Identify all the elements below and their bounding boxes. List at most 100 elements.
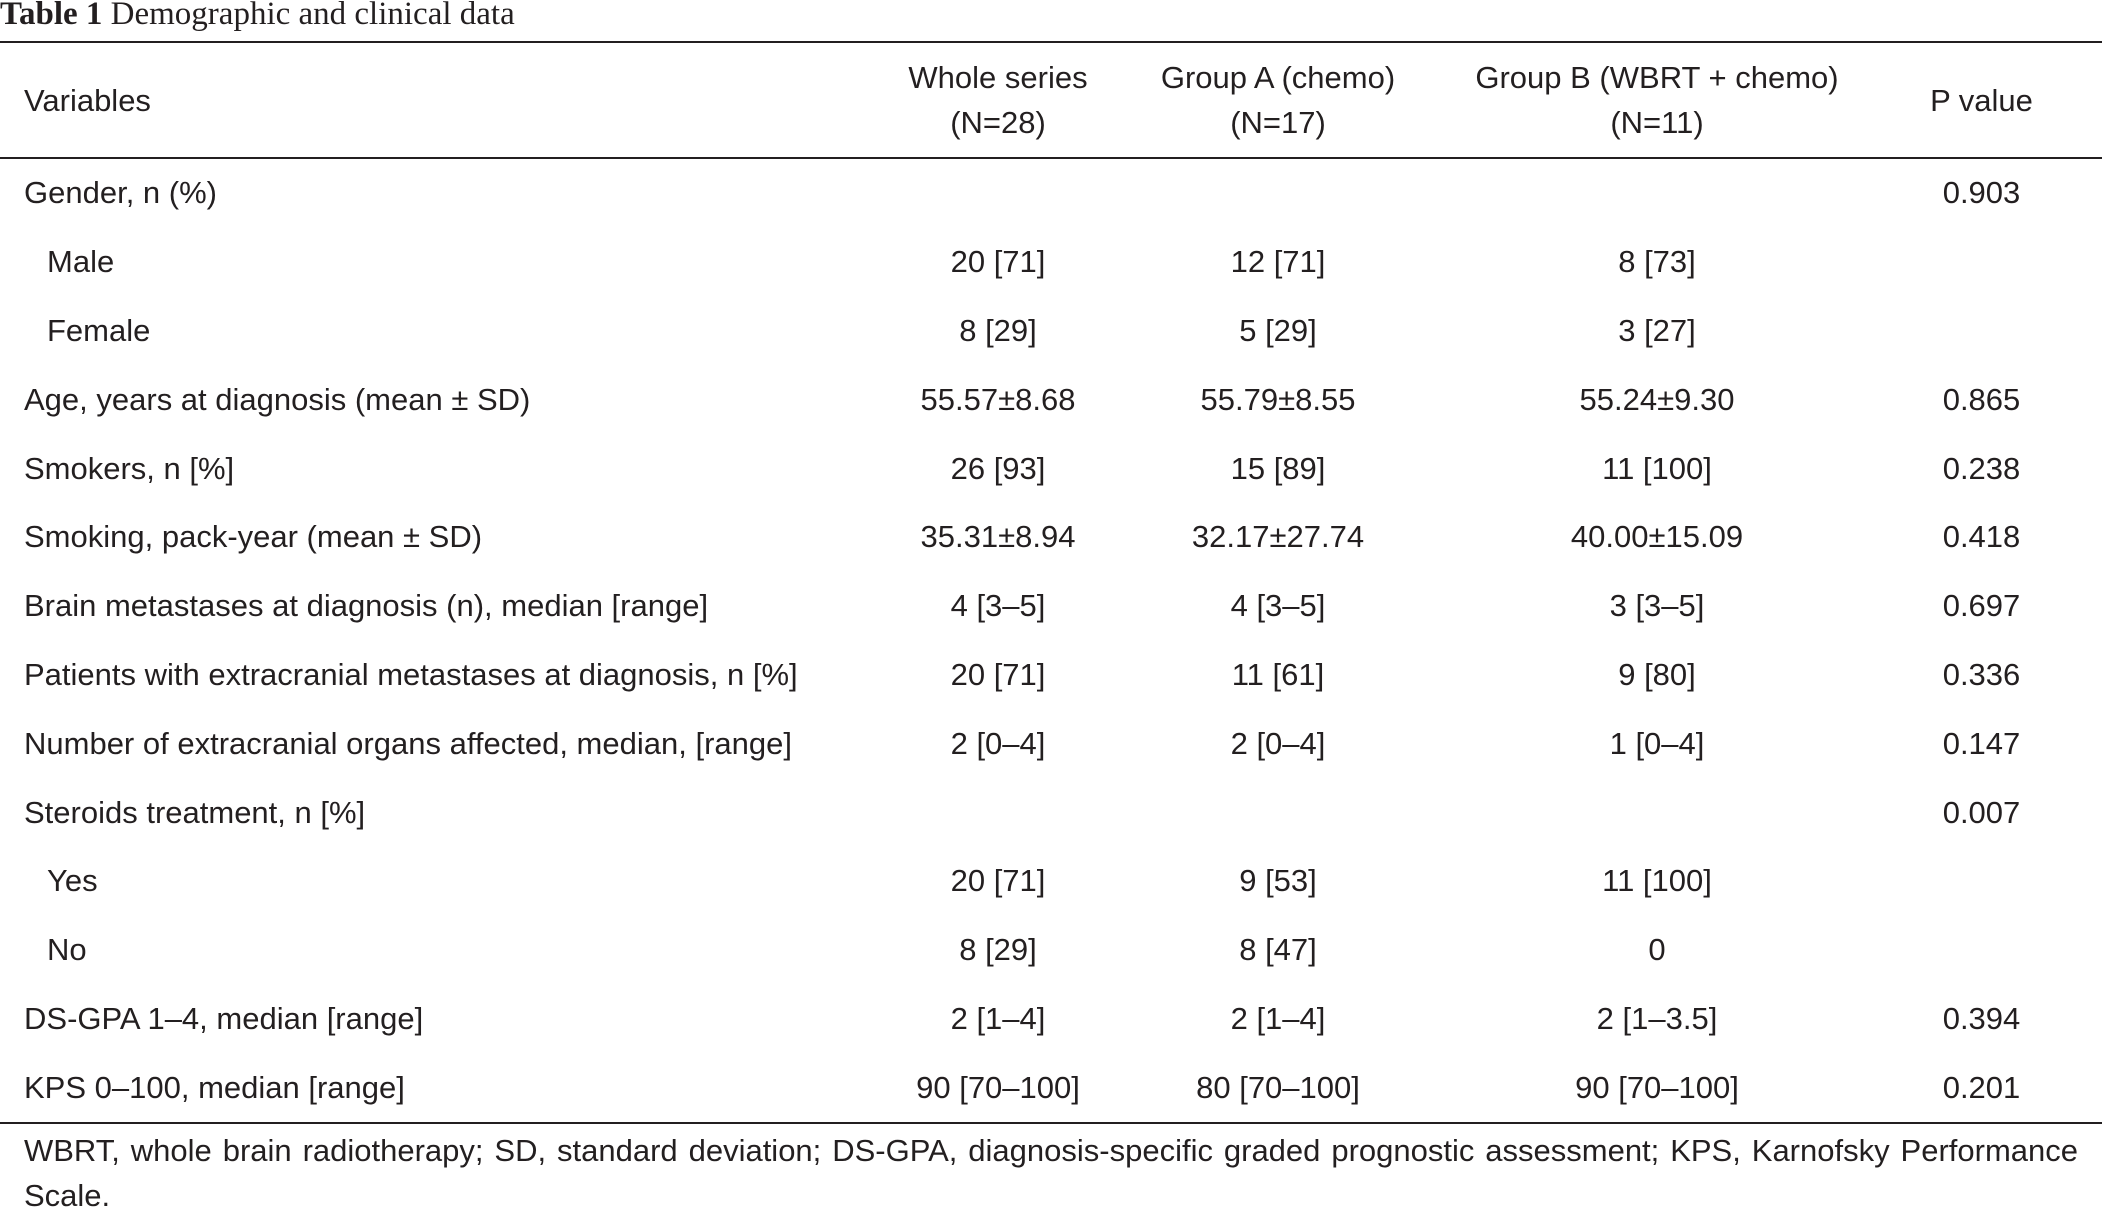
table-row: Brain metastases at diagnosis (n), media…: [0, 572, 2102, 641]
cell-group-a: 8 [47]: [1239, 932, 1317, 968]
cell-p-value: 0.394: [1942, 1000, 2021, 1036]
table-row: No 8 [29] 8 [47] 0: [0, 916, 2102, 985]
cell-p-value: 0.336: [1942, 656, 2021, 692]
cell-group-b: 55.24±9.30: [1579, 381, 1735, 417]
header-group-a-n: (N=17): [1230, 105, 1326, 140]
cell-group-b: 40.00±15.09: [1570, 519, 1744, 555]
header-group-b-n: (N=11): [1610, 105, 1704, 140]
header-group-b-name: Group B (WBRT + chemo): [1475, 60, 1839, 95]
cell-group-a: 4 [3–5]: [1230, 588, 1326, 624]
table-row: KPS 0–100, median [range] 90 [70–100] 80…: [0, 1053, 2102, 1124]
cell-variable: Number of extracranial organs affected, …: [24, 725, 792, 761]
cell-variable: Patients with extracranial metastases at…: [24, 656, 798, 692]
cell-whole-series: 8 [29]: [959, 932, 1037, 968]
cell-p-value: [1861, 916, 2102, 985]
cell-variable: Male: [47, 244, 115, 280]
cell-group-b: [1453, 778, 1861, 847]
cell-group-b: 11 [100]: [1602, 450, 1712, 486]
cell-p-value: 0.418: [1942, 519, 2021, 555]
cell-p-value: 0.697: [1942, 588, 2021, 624]
cell-group-b: 8 [73]: [1618, 244, 1696, 280]
header-group-a-name: Group A (chemo): [1160, 60, 1396, 95]
header-whole-series-name: Whole series: [908, 60, 1088, 95]
cell-variable: Smokers, n [%]: [24, 450, 235, 486]
table-row: Male 20 [71] 12 [71] 8 [73]: [0, 228, 2102, 297]
cell-p-value: [1861, 847, 2102, 916]
cell-group-b: 1 [0–4]: [1609, 725, 1705, 761]
header-whole-series: Whole series (N=28): [893, 42, 1103, 158]
cell-whole-series: 20 [71]: [950, 244, 1046, 280]
cell-variable: Gender, n (%): [24, 175, 217, 211]
cell-group-b: [1453, 158, 1861, 228]
demographic-clinical-table: Variables Whole series (N=28) Group A (ch…: [0, 41, 2102, 1124]
cell-group-b: 9 [80]: [1618, 656, 1696, 692]
cell-p-value: [1861, 297, 2102, 366]
cell-p-value: 0.238: [1942, 450, 2021, 486]
cell-group-a: 11 [61]: [1231, 656, 1325, 692]
cell-group-b: 3 [3–5]: [1609, 588, 1705, 624]
cell-group-b: 90 [70–100]: [1575, 1069, 1739, 1105]
table-row: Female 8 [29] 5 [29] 3 [27]: [0, 297, 2102, 366]
table-row: Smoking, pack-year (mean ± SD) 35.31±8.9…: [0, 503, 2102, 572]
cell-group-b: 2 [1–3.5]: [1596, 1000, 1718, 1036]
cell-whole-series: [893, 158, 1103, 228]
table-row: DS-GPA 1–4, median [range] 2 [1–4] 2 [1–…: [0, 985, 2102, 1054]
cell-whole-series: 26 [93]: [950, 450, 1046, 486]
cell-variable: Female: [47, 312, 151, 348]
cell-whole-series: 20 [71]: [950, 863, 1046, 899]
header-variables: Variables: [24, 82, 151, 118]
cell-group-a: 5 [29]: [1239, 312, 1317, 348]
header-p-value: P value: [1930, 82, 2033, 118]
cell-group-a: 12 [71]: [1230, 244, 1326, 280]
table-row: Patients with extracranial metastases at…: [0, 641, 2102, 710]
cell-variable: KPS 0–100, median [range]: [24, 1069, 405, 1105]
cell-group-a: 9 [53]: [1239, 863, 1317, 899]
cell-whole-series: 4 [3–5]: [950, 588, 1046, 624]
cell-variable: DS-GPA 1–4, median [range]: [24, 1000, 424, 1036]
cell-group-a: [1103, 158, 1453, 228]
cell-group-a: 55.79±8.55: [1200, 381, 1356, 417]
cell-variable: No: [47, 932, 87, 968]
table-row: Age, years at diagnosis (mean ± SD) 55.5…: [0, 365, 2102, 434]
table-row: Number of extracranial organs affected, …: [0, 709, 2102, 778]
cell-group-a: 15 [89]: [1230, 450, 1326, 486]
table-row: Gender, n (%) 0.903: [0, 158, 2102, 228]
cell-group-b: 3 [27]: [1618, 312, 1696, 348]
cell-group-a: 2 [1–4]: [1230, 1000, 1326, 1036]
cell-whole-series: 55.57±8.68: [920, 381, 1076, 417]
cell-whole-series: 35.31±8.94: [920, 519, 1076, 555]
cell-variable: Steroids treatment, n [%]: [24, 794, 366, 830]
cell-variable: Age, years at diagnosis (mean ± SD): [24, 381, 531, 417]
table-header-row: Variables Whole series (N=28) Group A (ch…: [0, 42, 2102, 158]
header-group-b: Group B (WBRT + chemo) (N=11): [1453, 42, 1861, 158]
cell-variable: Brain metastases at diagnosis (n), media…: [24, 588, 709, 624]
table-row: Smokers, n [%] 26 [93] 15 [89] 11 [100] …: [0, 434, 2102, 503]
cell-p-value: [1861, 228, 2102, 297]
cell-whole-series: 2 [0–4]: [950, 725, 1046, 761]
cell-p-value: 0.903: [1942, 175, 2021, 211]
cell-whole-series: 2 [1–4]: [950, 1000, 1046, 1036]
table-footnote: WBRT, whole brain radiotherapy; SD, stan…: [24, 1133, 2078, 1213]
cell-p-value: 0.201: [1942, 1069, 2021, 1105]
table-caption: Table 1 Demographic and clinical data: [0, 0, 515, 34]
cell-p-value: 0.147: [1942, 725, 2021, 761]
header-group-a: Group A (chemo) (N=17): [1103, 42, 1453, 158]
cell-p-value: 0.007: [1942, 794, 2021, 830]
cell-group-a: 2 [0–4]: [1230, 725, 1326, 761]
cell-group-b: 11 [100]: [1602, 863, 1712, 899]
cell-whole-series: 8 [29]: [959, 312, 1037, 348]
cell-whole-series: 20 [71]: [950, 656, 1046, 692]
cell-group-a: [1103, 778, 1453, 847]
cell-p-value: 0.865: [1942, 381, 2021, 417]
cell-whole-series: 90 [70–100]: [916, 1069, 1080, 1105]
table-row: Steroids treatment, n [%] 0.007: [0, 778, 2102, 847]
table-caption-label: Table 1: [0, 0, 103, 32]
cell-variable: Smoking, pack-year (mean ± SD): [24, 519, 483, 555]
header-whole-series-n: (N=28): [950, 105, 1046, 140]
table-row: Yes 20 [71] 9 [53] 11 [100]: [0, 847, 2102, 916]
cell-group-a: 80 [70–100]: [1196, 1069, 1360, 1105]
cell-group-a: 32.17±27.74: [1191, 519, 1365, 555]
cell-whole-series: [893, 778, 1103, 847]
cell-variable: Yes: [47, 863, 98, 899]
cell-group-b: 0: [1648, 932, 1666, 968]
